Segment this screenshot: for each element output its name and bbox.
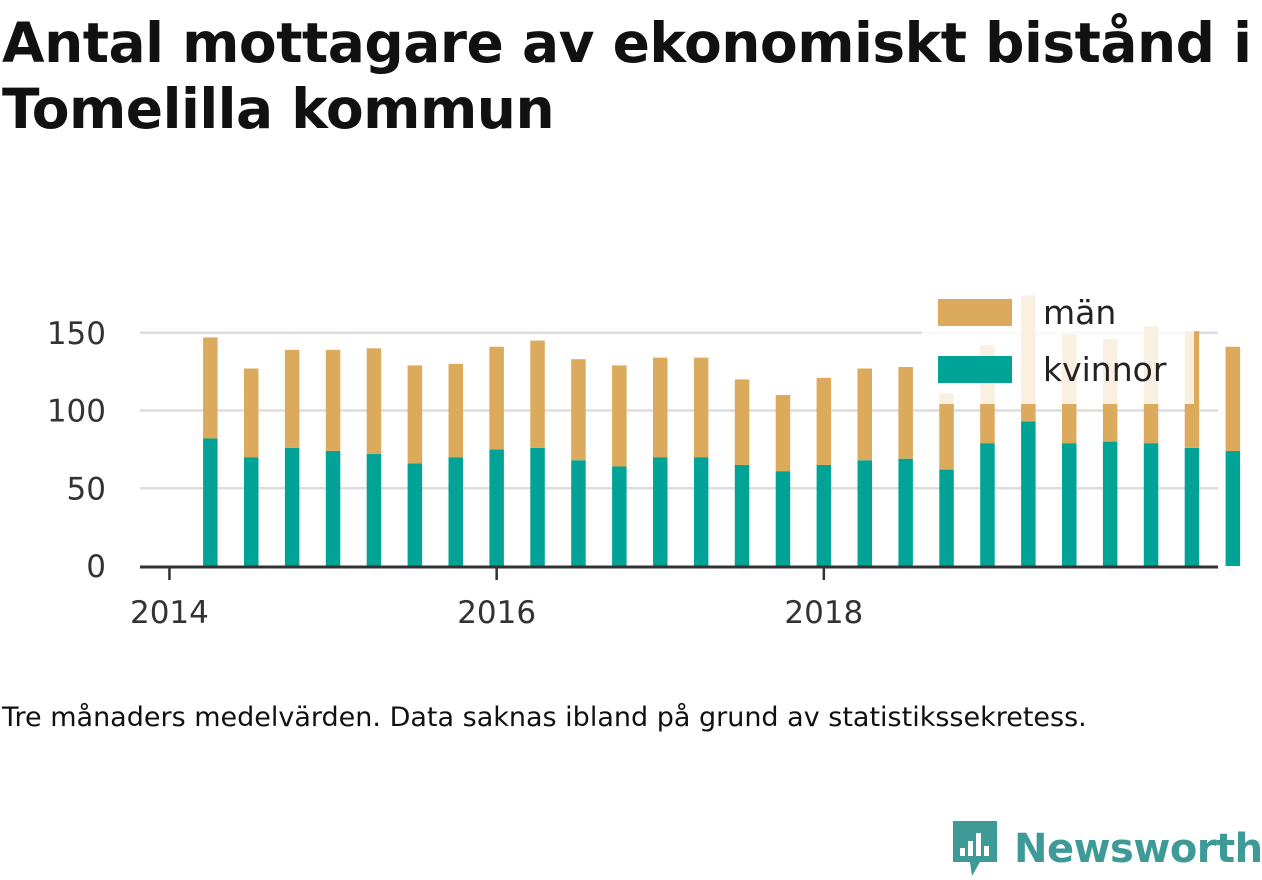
- bar-man-2018 Q1: [816, 377, 832, 465]
- legend: män kvinnor: [922, 293, 1194, 404]
- bar-man-2018 Q3: [898, 366, 913, 459]
- bar-man-2017 Q3: [734, 379, 750, 465]
- bar-kvinnor-2019 Q2: [1021, 421, 1036, 566]
- bar-kvinnor-2018 Q1: [816, 464, 832, 566]
- bar-kvinnor-2017 Q2: [693, 457, 709, 566]
- bar-kvinnor-2014 Q2: [203, 438, 218, 566]
- bar-kvinnor-2018 Q4: [939, 469, 954, 566]
- bar-man-2016 Q1: [489, 346, 504, 450]
- legend-swatch-kvinnor: [938, 356, 1012, 383]
- bar-man-2020 Q3: [1225, 346, 1241, 451]
- y-tick-label-100: 100: [47, 394, 106, 430]
- footnote: Tre månaders medelvärden. Data saknas ib…: [2, 702, 1087, 733]
- x-tick-label-2016: 2016: [457, 595, 536, 631]
- bar-man-2017 Q1: [652, 357, 668, 458]
- bar-man-2015 Q4: [448, 363, 463, 458]
- bar-man-2017 Q2: [693, 357, 709, 458]
- bar-kvinnor-2015 Q4: [448, 457, 463, 566]
- bar-kvinnor-2016 Q3: [571, 460, 586, 566]
- y-tick-label-150: 150: [47, 316, 106, 352]
- bar-man-2014 Q3: [243, 368, 259, 458]
- bar-man-2018 Q4: [939, 393, 954, 470]
- bar-kvinnor-2017 Q4: [775, 471, 791, 566]
- bar-man-2015 Q3: [407, 365, 423, 464]
- bar-kvinnor-2016 Q1: [489, 449, 504, 566]
- bar-man-2016 Q4: [612, 365, 627, 467]
- bar-kvinnor-2019 Q3: [1061, 443, 1077, 566]
- bar-man-2014 Q4: [284, 349, 300, 448]
- y-tick-label-50: 50: [67, 471, 106, 507]
- bar-kvinnor-2020 Q3: [1225, 450, 1241, 566]
- bar-man-2015 Q1: [325, 349, 341, 451]
- bar-man-2014 Q2: [203, 337, 218, 439]
- bar-man-2015 Q2: [366, 348, 382, 455]
- bar-man-2016 Q3: [571, 359, 586, 461]
- bar-kvinnor-2016 Q2: [530, 447, 545, 566]
- chart: 050100150201420162018202120232025 mänkvi…: [47, 293, 1241, 631]
- page-title: Antal mottagare av ekonomiskt bistånd i …: [2, 11, 1252, 141]
- axes: 050100150201420162018202120232025: [47, 316, 1218, 631]
- bar-man-2017 Q4: [775, 394, 791, 472]
- bar-kvinnor-2018 Q3: [898, 458, 913, 566]
- legend-label-man: män: [1043, 293, 1116, 332]
- bar-kvinnor-2020 Q1: [1143, 443, 1159, 566]
- bar-kvinnor-2020 Q2: [1184, 447, 1200, 566]
- bar-kvinnor-2019 Q1: [980, 443, 995, 566]
- bar-kvinnor-2017 Q1: [652, 457, 668, 566]
- bar-kvinnor-2016 Q4: [612, 466, 627, 566]
- bars: [203, 295, 1241, 566]
- bar-man-2016 Q2: [530, 340, 545, 448]
- bar-kvinnor-2015 Q1: [325, 450, 341, 566]
- y-tick-label-0: 0: [86, 549, 106, 585]
- bar-man-2018 Q2: [857, 368, 872, 461]
- brand-name: Newsworthy: [1014, 826, 1262, 872]
- legend-swatch-man: [938, 299, 1012, 326]
- x-tick-label-2014: 2014: [130, 595, 209, 631]
- bar-kvinnor-2019 Q4: [1102, 441, 1118, 566]
- legend-label-kvinnor: kvinnor: [1043, 350, 1167, 389]
- brand: Newsworthy: [950, 818, 1262, 880]
- bar-kvinnor-2014 Q4: [284, 447, 300, 566]
- bar-kvinnor-2015 Q2: [366, 454, 382, 566]
- bar-kvinnor-2018 Q2: [857, 460, 872, 566]
- bar-kvinnor-2014 Q3: [243, 457, 259, 566]
- bar-kvinnor-2017 Q3: [734, 464, 750, 566]
- newsworthy-logo-icon: [953, 821, 997, 876]
- x-tick-label-2018: 2018: [784, 595, 863, 631]
- bar-kvinnor-2015 Q3: [407, 463, 423, 566]
